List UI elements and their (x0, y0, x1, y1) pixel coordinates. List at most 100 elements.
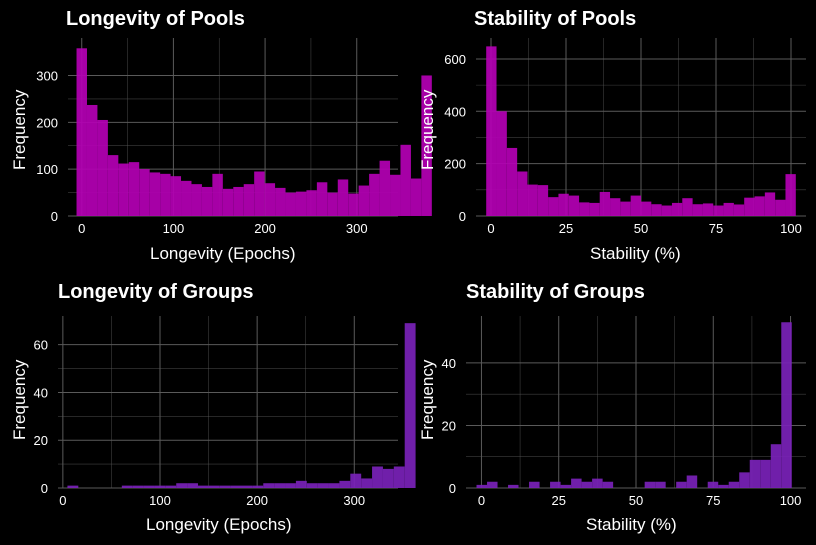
histogram-bar (707, 481, 719, 488)
x-tick-label: 0 (478, 493, 485, 508)
x-axis-label-stability-pools: Stability (%) (590, 244, 681, 263)
histogram-bar (529, 481, 540, 488)
histogram-bar (486, 46, 497, 217)
histogram-bar (421, 75, 432, 216)
panel-title-longevity-pools: Longevity of Pools (66, 8, 245, 30)
histogram-bar (361, 478, 373, 488)
histogram-bar (201, 186, 213, 216)
x-tick-label: 75 (706, 493, 720, 508)
histogram-bar (589, 202, 600, 216)
histogram-bar (630, 195, 641, 216)
histogram-bar (571, 478, 582, 488)
histogram-bar (581, 481, 593, 488)
histogram-bar (592, 478, 603, 488)
histogram-bar (393, 466, 405, 488)
histogram-bar (350, 473, 362, 488)
histogram-bar (264, 183, 276, 216)
histogram-bar (121, 485, 133, 488)
x-tick-label: 75 (709, 221, 723, 236)
histogram-bar (702, 203, 714, 216)
histogram-bar (641, 201, 652, 216)
histogram-bar (568, 195, 580, 216)
x-tick-label: 50 (634, 221, 648, 236)
x-tick-label: 0 (78, 221, 85, 236)
histogram-bar (107, 155, 119, 216)
y-tick-label: 200 (444, 157, 466, 172)
histogram-bar (713, 205, 724, 216)
histogram-bar (400, 144, 411, 216)
histogram-bar (243, 184, 255, 216)
histogram-bar (295, 191, 307, 216)
histogram-bar (781, 322, 792, 488)
histogram-bar (517, 171, 528, 216)
histogram-bar (764, 192, 776, 216)
histogram-bar (263, 483, 275, 488)
histogram-bar (661, 205, 672, 216)
histogram-bar (733, 204, 745, 216)
histogram-bar (358, 185, 370, 216)
histogram-bar (390, 174, 401, 216)
histogram-bar (496, 111, 507, 216)
x-tick-label: 50 (629, 493, 643, 508)
histogram-bar (739, 472, 750, 488)
histogram-bar (219, 485, 231, 488)
y-axis-label-longevity-groups: Frequency (10, 359, 29, 440)
histogram-bar (550, 481, 561, 488)
histogram-bar (770, 444, 782, 488)
histogram-bar (128, 162, 140, 216)
histogram-bar (132, 485, 144, 488)
y-tick-label: 300 (36, 68, 58, 83)
panel-title-stability-pools: Stability of Pools (474, 8, 637, 30)
y-tick-label: 60 (34, 338, 48, 353)
x-tick-label: 25 (559, 221, 573, 236)
histogram-bar (379, 160, 391, 216)
panel-title-longevity-groups: Longevity of Groups (58, 281, 254, 303)
histogram-bar (728, 481, 740, 488)
histogram-bar (191, 184, 202, 216)
x-tick-label: 100 (780, 493, 802, 508)
x-axis-label-longevity-pools: Longevity (Epochs) (150, 244, 296, 263)
histogram-bar (306, 483, 318, 488)
histogram-bar (487, 481, 498, 488)
y-tick-label: 20 (442, 418, 456, 433)
x-tick-label: 200 (254, 221, 276, 236)
histogram-bar (222, 188, 234, 216)
histogram-bar (306, 190, 317, 216)
histogram-bar (692, 204, 703, 216)
histogram-bar (337, 179, 349, 216)
histogram-bar (527, 184, 538, 216)
y-tick-label: 0 (449, 481, 456, 496)
histogram-bar (285, 192, 296, 216)
y-tick-label: 40 (442, 356, 456, 371)
histogram-bar (558, 193, 569, 216)
histogram-bar (676, 481, 687, 488)
histogram-bar (160, 173, 171, 216)
histogram-bar (316, 182, 328, 216)
x-tick-label: 0 (59, 493, 66, 508)
histogram-bar (181, 180, 192, 216)
histogram-bar (602, 481, 614, 488)
histogram-bar (274, 483, 286, 488)
x-tick-label: 200 (246, 493, 268, 508)
y-tick-label: 0 (459, 209, 466, 224)
histogram-bar (718, 484, 729, 488)
histogram-bar (775, 199, 786, 216)
histogram-bar (212, 173, 223, 216)
histogram-bar (327, 192, 338, 216)
histogram-bar (655, 481, 666, 488)
histogram-bar (295, 480, 307, 488)
x-axis-label-stability-groups: Stability (%) (586, 515, 677, 534)
histogram-bar (760, 459, 771, 488)
y-axis-label-stability-pools: Frequency (418, 89, 437, 170)
y-tick-label: 20 (34, 433, 48, 448)
histogram-bar (233, 186, 244, 216)
y-tick-label: 200 (36, 115, 58, 130)
histogram-bar (165, 485, 177, 488)
x-axis-label-longevity-groups: Longevity (Epochs) (146, 515, 292, 534)
y-tick-label: 40 (34, 385, 48, 400)
histogram-bar (339, 480, 351, 488)
x-tick-label: 25 (551, 493, 565, 508)
histogram-bar (644, 481, 656, 488)
